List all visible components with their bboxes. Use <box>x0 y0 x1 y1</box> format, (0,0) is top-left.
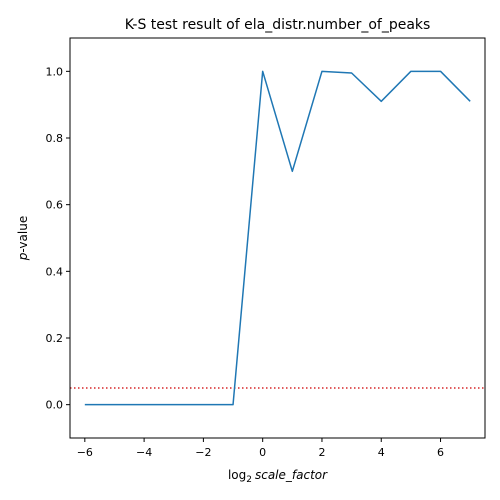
axes-frame <box>69 37 486 439</box>
series-line-0 <box>84 70 471 406</box>
x-axis-label-log: log <box>228 468 246 482</box>
y-tick-label: 0.0 <box>46 399 64 412</box>
x-tick-label: 0 <box>259 446 266 459</box>
y-tick-label: 1.0 <box>46 65 64 78</box>
x-tick-label: −6 <box>77 446 93 459</box>
x-axis-label-base: 2 <box>246 475 252 485</box>
x-tick-label: 6 <box>437 446 444 459</box>
x-axis: −6 −4 −2 0 2 4 6 <box>77 438 444 459</box>
x-tick-label: −2 <box>195 446 211 459</box>
chart-title: K-S test result of ela_distr.number_of_p… <box>125 17 431 33</box>
x-tick-label: 2 <box>318 446 325 459</box>
y-tick-label: 0.2 <box>46 332 64 345</box>
x-tick-label: −4 <box>136 446 152 459</box>
y-tick-label: 0.8 <box>46 132 64 145</box>
y-axis: 0.0 0.2 0.4 0.6 0.8 1.0 <box>46 65 70 412</box>
y-tick-label: 0.6 <box>46 199 64 212</box>
x-axis-label-variable: scale_factor <box>255 468 328 482</box>
x-axis-label: log2 scale_factor <box>228 468 328 485</box>
y-axis-label: p-value <box>16 216 30 261</box>
x-tick-label: 4 <box>378 446 385 459</box>
plot-area <box>70 70 485 406</box>
y-axis-label-p: p <box>16 252 30 261</box>
y-axis-label-value: -value <box>16 216 30 253</box>
y-tick-label: 0.4 <box>46 265 64 278</box>
